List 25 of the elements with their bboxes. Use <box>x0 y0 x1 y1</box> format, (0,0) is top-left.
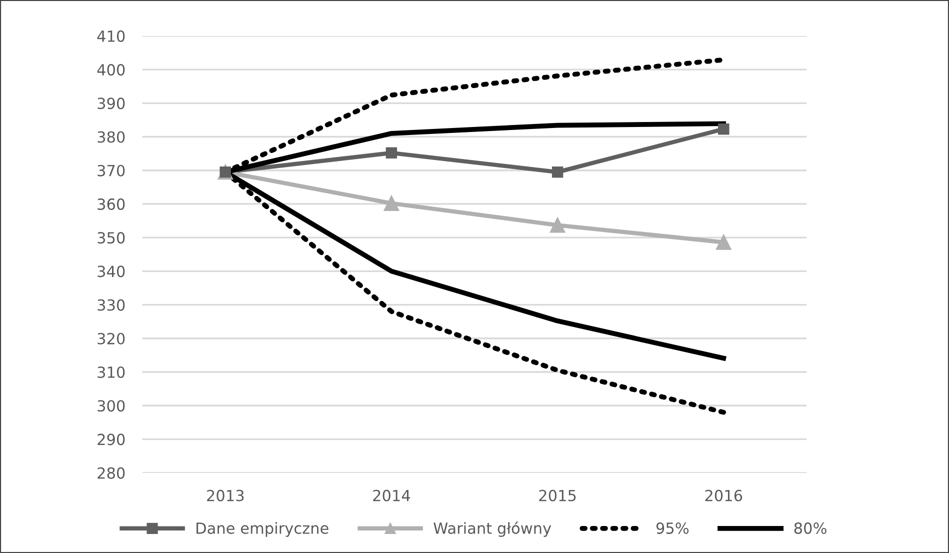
y-tick-label: 340 <box>98 266 125 278</box>
y-tick-label: 380 <box>98 131 125 143</box>
x-tick-label: 2016 <box>705 490 742 502</box>
x-tick-label: 2013 <box>207 490 244 502</box>
point <box>552 166 564 178</box>
x-tick-label: 2014 <box>373 490 410 502</box>
y-tick-label: 390 <box>98 98 125 110</box>
y-tick-label: 360 <box>98 198 125 210</box>
legend-label: Wariant główny <box>434 522 552 537</box>
y-tick-label: 410 <box>97 30 125 42</box>
legend-label: Dane empiryczne <box>196 522 328 537</box>
y-tick-label: 350 <box>98 232 125 244</box>
y-tick-label: 290 <box>98 434 125 446</box>
y-tick-label: 310 <box>98 366 125 378</box>
y-tick-label: 370 <box>98 164 125 176</box>
point <box>386 147 398 158</box>
legend-label: 80% <box>794 522 826 534</box>
y-tick-label: 400 <box>97 64 125 76</box>
y-tick-label: 300 <box>98 400 125 412</box>
point <box>718 123 730 135</box>
y-tick-label: 280 <box>98 467 125 479</box>
legend-label: 95% <box>656 522 689 534</box>
y-tick-label: 320 <box>98 332 125 344</box>
y-tick-label: 330 <box>98 299 125 311</box>
x-tick-label: 2015 <box>539 490 576 502</box>
